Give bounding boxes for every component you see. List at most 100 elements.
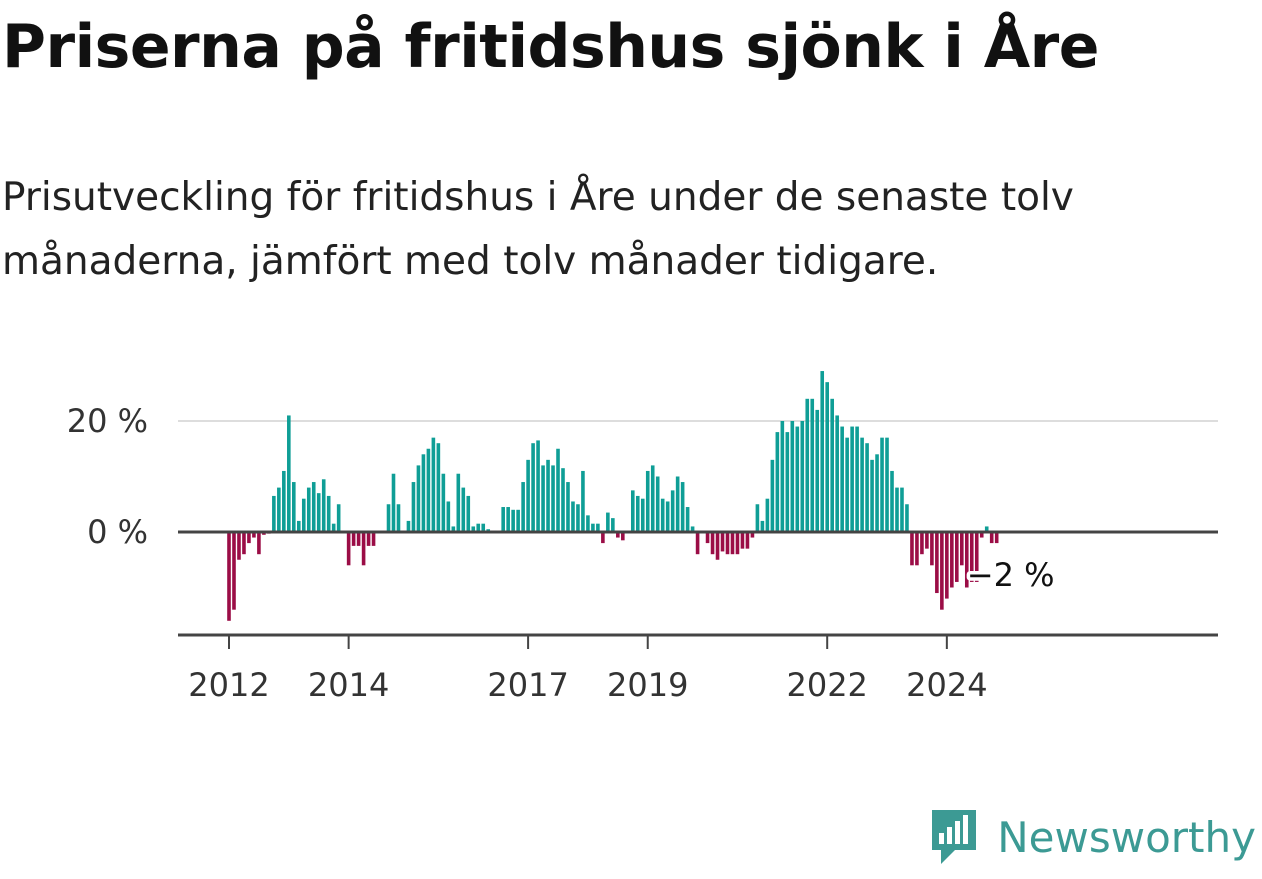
bar [805,398,810,532]
y-tick-label: 20 % [67,402,148,440]
bar [611,518,615,533]
bar [426,448,431,532]
bar [715,532,720,560]
bar [476,523,481,532]
bar [456,473,461,532]
chart-title: Priserna på fritidshus sjönk i Åre [2,12,1099,82]
bar [685,507,690,532]
bar [890,470,894,532]
bar [237,532,241,560]
bar [735,532,740,555]
bar [371,532,376,546]
brand: Newsworthy [929,807,1256,867]
bar [481,523,486,532]
bar [994,532,999,544]
bar [287,415,291,532]
bar [690,526,695,532]
bar [940,532,944,610]
bar [900,487,904,532]
x-tick-label: 2012 [188,666,269,704]
bar [730,532,735,555]
brand-name: Newsworthy [997,812,1256,862]
bar [695,532,700,555]
bar [272,495,276,532]
bar [745,532,750,549]
bar [655,476,660,532]
bar [586,515,590,532]
bar [301,498,306,532]
bar [252,532,256,538]
bar [391,473,396,532]
bar [670,490,675,533]
bar [705,532,710,544]
bar [855,426,859,532]
bar [810,398,815,532]
bar [386,504,391,532]
bar [785,432,790,532]
bar [321,479,326,532]
bar [501,507,505,532]
bar [441,473,446,532]
bar [446,501,451,532]
bar [561,468,565,532]
y-tick-label: 0 % [87,513,148,551]
bar [770,459,775,532]
bar [282,470,286,532]
x-tick-label: 2017 [487,666,568,704]
bar [795,426,800,532]
bar-chart: 0 %20 %2012 2014 2017 2019 2022 2024−2 %−2 % [67,371,1218,704]
bar [645,470,650,532]
end-value-label-halo: −2 % [967,556,1055,594]
bar [935,532,939,594]
bar [955,532,959,582]
bar [516,509,520,532]
bar [461,487,466,532]
bar [621,532,625,541]
bar [835,415,839,532]
bar [895,487,899,532]
bar [406,520,411,532]
bar [710,532,715,555]
bar [845,437,849,532]
bar [875,454,879,532]
bar [326,495,331,532]
bar [511,509,515,532]
bar [436,443,441,532]
bar [945,532,949,599]
bar [830,398,834,532]
bar [551,465,555,532]
bar [546,459,550,532]
bar [910,532,914,566]
bar [506,507,510,532]
bar [750,532,755,538]
bar [541,465,545,532]
bar [969,532,974,582]
bar [675,476,680,532]
bar [885,437,889,532]
bar [306,487,311,532]
bar [451,526,456,532]
bar [860,437,864,532]
bar [242,532,246,555]
bar [880,437,884,532]
bar [431,437,436,532]
bar [850,426,854,532]
bar [964,532,969,588]
bar [865,443,869,532]
bar [257,532,261,555]
bar [606,512,610,532]
bar [471,526,476,532]
bar [247,532,251,544]
bar [536,440,540,532]
bar [292,482,296,532]
bar [760,520,765,532]
bar [336,504,341,532]
bar [356,532,361,546]
bar [915,532,919,566]
bar [930,532,934,566]
bar [591,523,595,532]
bar [979,532,984,538]
bar [566,482,570,532]
chart-subtitle: Prisutveckling för fritidshus i Åre unde… [2,175,1074,284]
bar [576,504,580,532]
